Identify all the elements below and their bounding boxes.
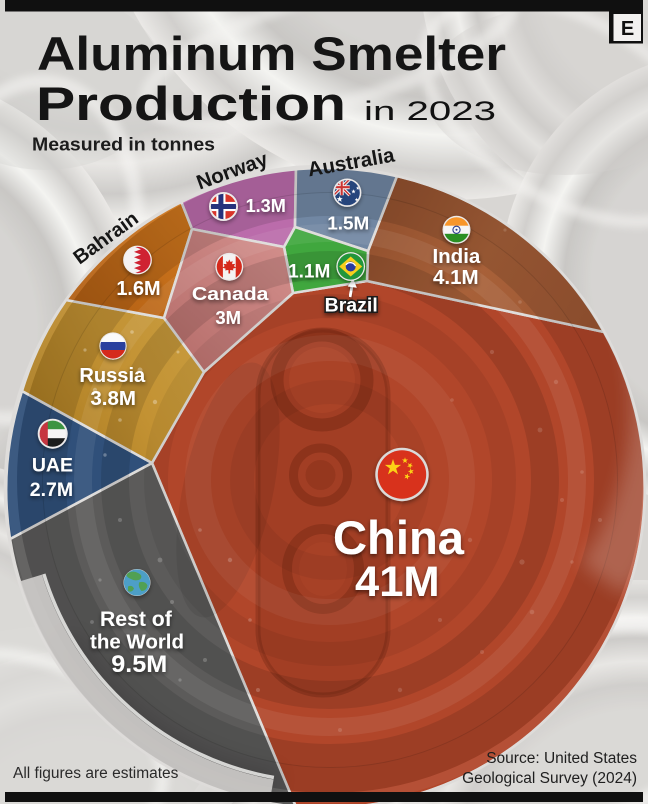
svg-text:All figures are estimates: All figures are estimates [13, 765, 179, 782]
svg-text:2.7M: 2.7M [30, 479, 73, 501]
svg-text:Canada: Canada [192, 283, 269, 304]
svg-text:Source: United States: Source: United States [486, 750, 637, 767]
svg-text:E: E [621, 18, 634, 40]
svg-text:3.8M: 3.8M [90, 387, 136, 410]
svg-text:Geological Survey (2024): Geological Survey (2024) [462, 770, 637, 787]
svg-text:9.5M: 9.5M [111, 651, 167, 678]
svg-text:41M: 41M [355, 559, 440, 606]
svg-text:China: China [333, 511, 465, 564]
svg-text:Rest of: Rest of [100, 608, 173, 631]
svg-text:4.1M: 4.1M [433, 266, 479, 289]
svg-text:1.5M: 1.5M [327, 214, 369, 235]
svg-text:in 2023: in 2023 [364, 96, 496, 126]
svg-text:3M: 3M [215, 307, 241, 328]
svg-text:Aluminum Smelter: Aluminum Smelter [37, 28, 506, 81]
svg-text:the World: the World [90, 632, 184, 654]
svg-text:Production: Production [36, 78, 346, 131]
svg-text:India: India [432, 245, 480, 268]
svg-text:1.6M: 1.6M [116, 278, 160, 300]
svg-text:1.3M: 1.3M [246, 196, 286, 216]
svg-text:UAE: UAE [32, 455, 73, 477]
svg-text:Measured in tonnes: Measured in tonnes [32, 134, 215, 155]
svg-text:1.1M: 1.1M [288, 262, 330, 283]
svg-text:Brazil: Brazil [325, 295, 378, 317]
svg-text:Russia: Russia [79, 364, 145, 387]
